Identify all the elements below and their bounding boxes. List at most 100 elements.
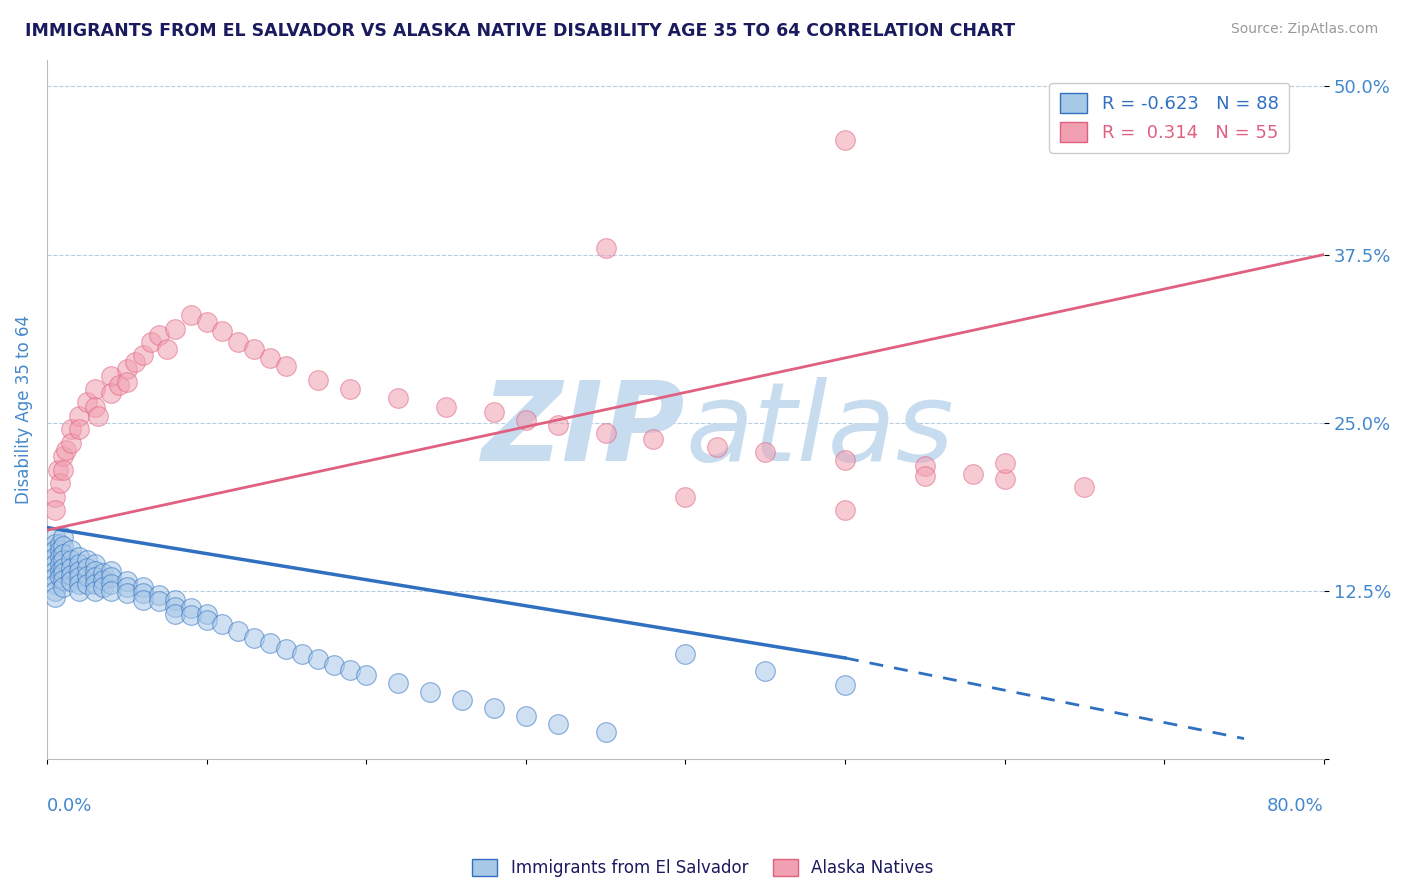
Point bbox=[59, 574, 82, 589]
Point bbox=[180, 308, 202, 322]
Point bbox=[547, 418, 569, 433]
Point bbox=[115, 580, 138, 594]
Point bbox=[148, 594, 170, 608]
Point bbox=[44, 591, 66, 605]
Point bbox=[754, 665, 776, 679]
Point bbox=[834, 678, 856, 692]
Point bbox=[44, 583, 66, 598]
Point bbox=[291, 647, 314, 661]
Point bbox=[482, 405, 505, 419]
Point bbox=[131, 593, 153, 607]
Point bbox=[59, 435, 82, 450]
Point bbox=[67, 409, 90, 423]
Point bbox=[107, 378, 129, 392]
Point bbox=[243, 631, 266, 645]
Point bbox=[76, 577, 98, 591]
Point bbox=[834, 503, 856, 517]
Point bbox=[195, 315, 218, 329]
Point bbox=[148, 588, 170, 602]
Point bbox=[52, 561, 75, 575]
Point bbox=[52, 449, 75, 463]
Point bbox=[163, 599, 186, 614]
Point bbox=[100, 583, 122, 598]
Point bbox=[163, 321, 186, 335]
Point bbox=[44, 550, 66, 565]
Point bbox=[195, 613, 218, 627]
Text: ZIP: ZIP bbox=[482, 376, 685, 483]
Point bbox=[148, 328, 170, 343]
Point bbox=[100, 368, 122, 383]
Point bbox=[994, 472, 1017, 486]
Point bbox=[228, 334, 250, 349]
Point bbox=[228, 624, 250, 638]
Text: atlas: atlas bbox=[685, 376, 955, 483]
Point bbox=[323, 657, 346, 672]
Point bbox=[52, 573, 75, 587]
Point bbox=[451, 692, 474, 706]
Point bbox=[44, 536, 66, 550]
Point bbox=[515, 708, 537, 723]
Point bbox=[76, 569, 98, 583]
Point bbox=[387, 392, 409, 406]
Point bbox=[48, 536, 70, 550]
Point bbox=[100, 386, 122, 401]
Point bbox=[643, 432, 665, 446]
Point bbox=[52, 539, 75, 553]
Point bbox=[46, 463, 69, 477]
Point bbox=[44, 490, 66, 504]
Point bbox=[276, 641, 298, 656]
Text: Source: ZipAtlas.com: Source: ZipAtlas.com bbox=[1230, 22, 1378, 37]
Point bbox=[52, 463, 75, 477]
Point bbox=[211, 324, 233, 338]
Point bbox=[834, 133, 856, 147]
Point bbox=[67, 583, 90, 598]
Point bbox=[595, 426, 617, 441]
Point bbox=[914, 469, 936, 483]
Point bbox=[834, 453, 856, 467]
Point bbox=[1073, 480, 1095, 494]
Point bbox=[83, 557, 105, 571]
Point bbox=[48, 476, 70, 491]
Point bbox=[706, 440, 728, 454]
Point bbox=[59, 543, 82, 558]
Point bbox=[83, 382, 105, 396]
Y-axis label: Disability Age 35 to 64: Disability Age 35 to 64 bbox=[15, 315, 32, 504]
Point bbox=[67, 577, 90, 591]
Point bbox=[115, 586, 138, 600]
Text: 0.0%: 0.0% bbox=[46, 797, 93, 815]
Point bbox=[673, 647, 696, 661]
Point bbox=[76, 553, 98, 567]
Point bbox=[83, 564, 105, 578]
Point bbox=[515, 413, 537, 427]
Point bbox=[67, 422, 90, 436]
Point bbox=[259, 351, 281, 365]
Point bbox=[59, 567, 82, 582]
Point bbox=[259, 636, 281, 650]
Point bbox=[163, 607, 186, 621]
Point bbox=[52, 548, 75, 562]
Point bbox=[163, 593, 186, 607]
Point bbox=[914, 458, 936, 473]
Point bbox=[48, 557, 70, 571]
Point bbox=[52, 566, 75, 581]
Point bbox=[44, 543, 66, 558]
Point bbox=[67, 570, 90, 584]
Point bbox=[434, 400, 457, 414]
Point bbox=[673, 490, 696, 504]
Point bbox=[91, 580, 114, 594]
Point bbox=[994, 456, 1017, 470]
Point bbox=[115, 574, 138, 589]
Legend: R = -0.623   N = 88, R =  0.314   N = 55: R = -0.623 N = 88, R = 0.314 N = 55 bbox=[1049, 83, 1289, 153]
Point bbox=[59, 561, 82, 575]
Point bbox=[595, 241, 617, 255]
Point bbox=[139, 334, 162, 349]
Point bbox=[100, 564, 122, 578]
Point bbox=[131, 586, 153, 600]
Point bbox=[48, 570, 70, 584]
Point bbox=[76, 395, 98, 409]
Point bbox=[100, 570, 122, 584]
Point bbox=[387, 676, 409, 690]
Point bbox=[44, 570, 66, 584]
Point bbox=[67, 564, 90, 578]
Point bbox=[83, 583, 105, 598]
